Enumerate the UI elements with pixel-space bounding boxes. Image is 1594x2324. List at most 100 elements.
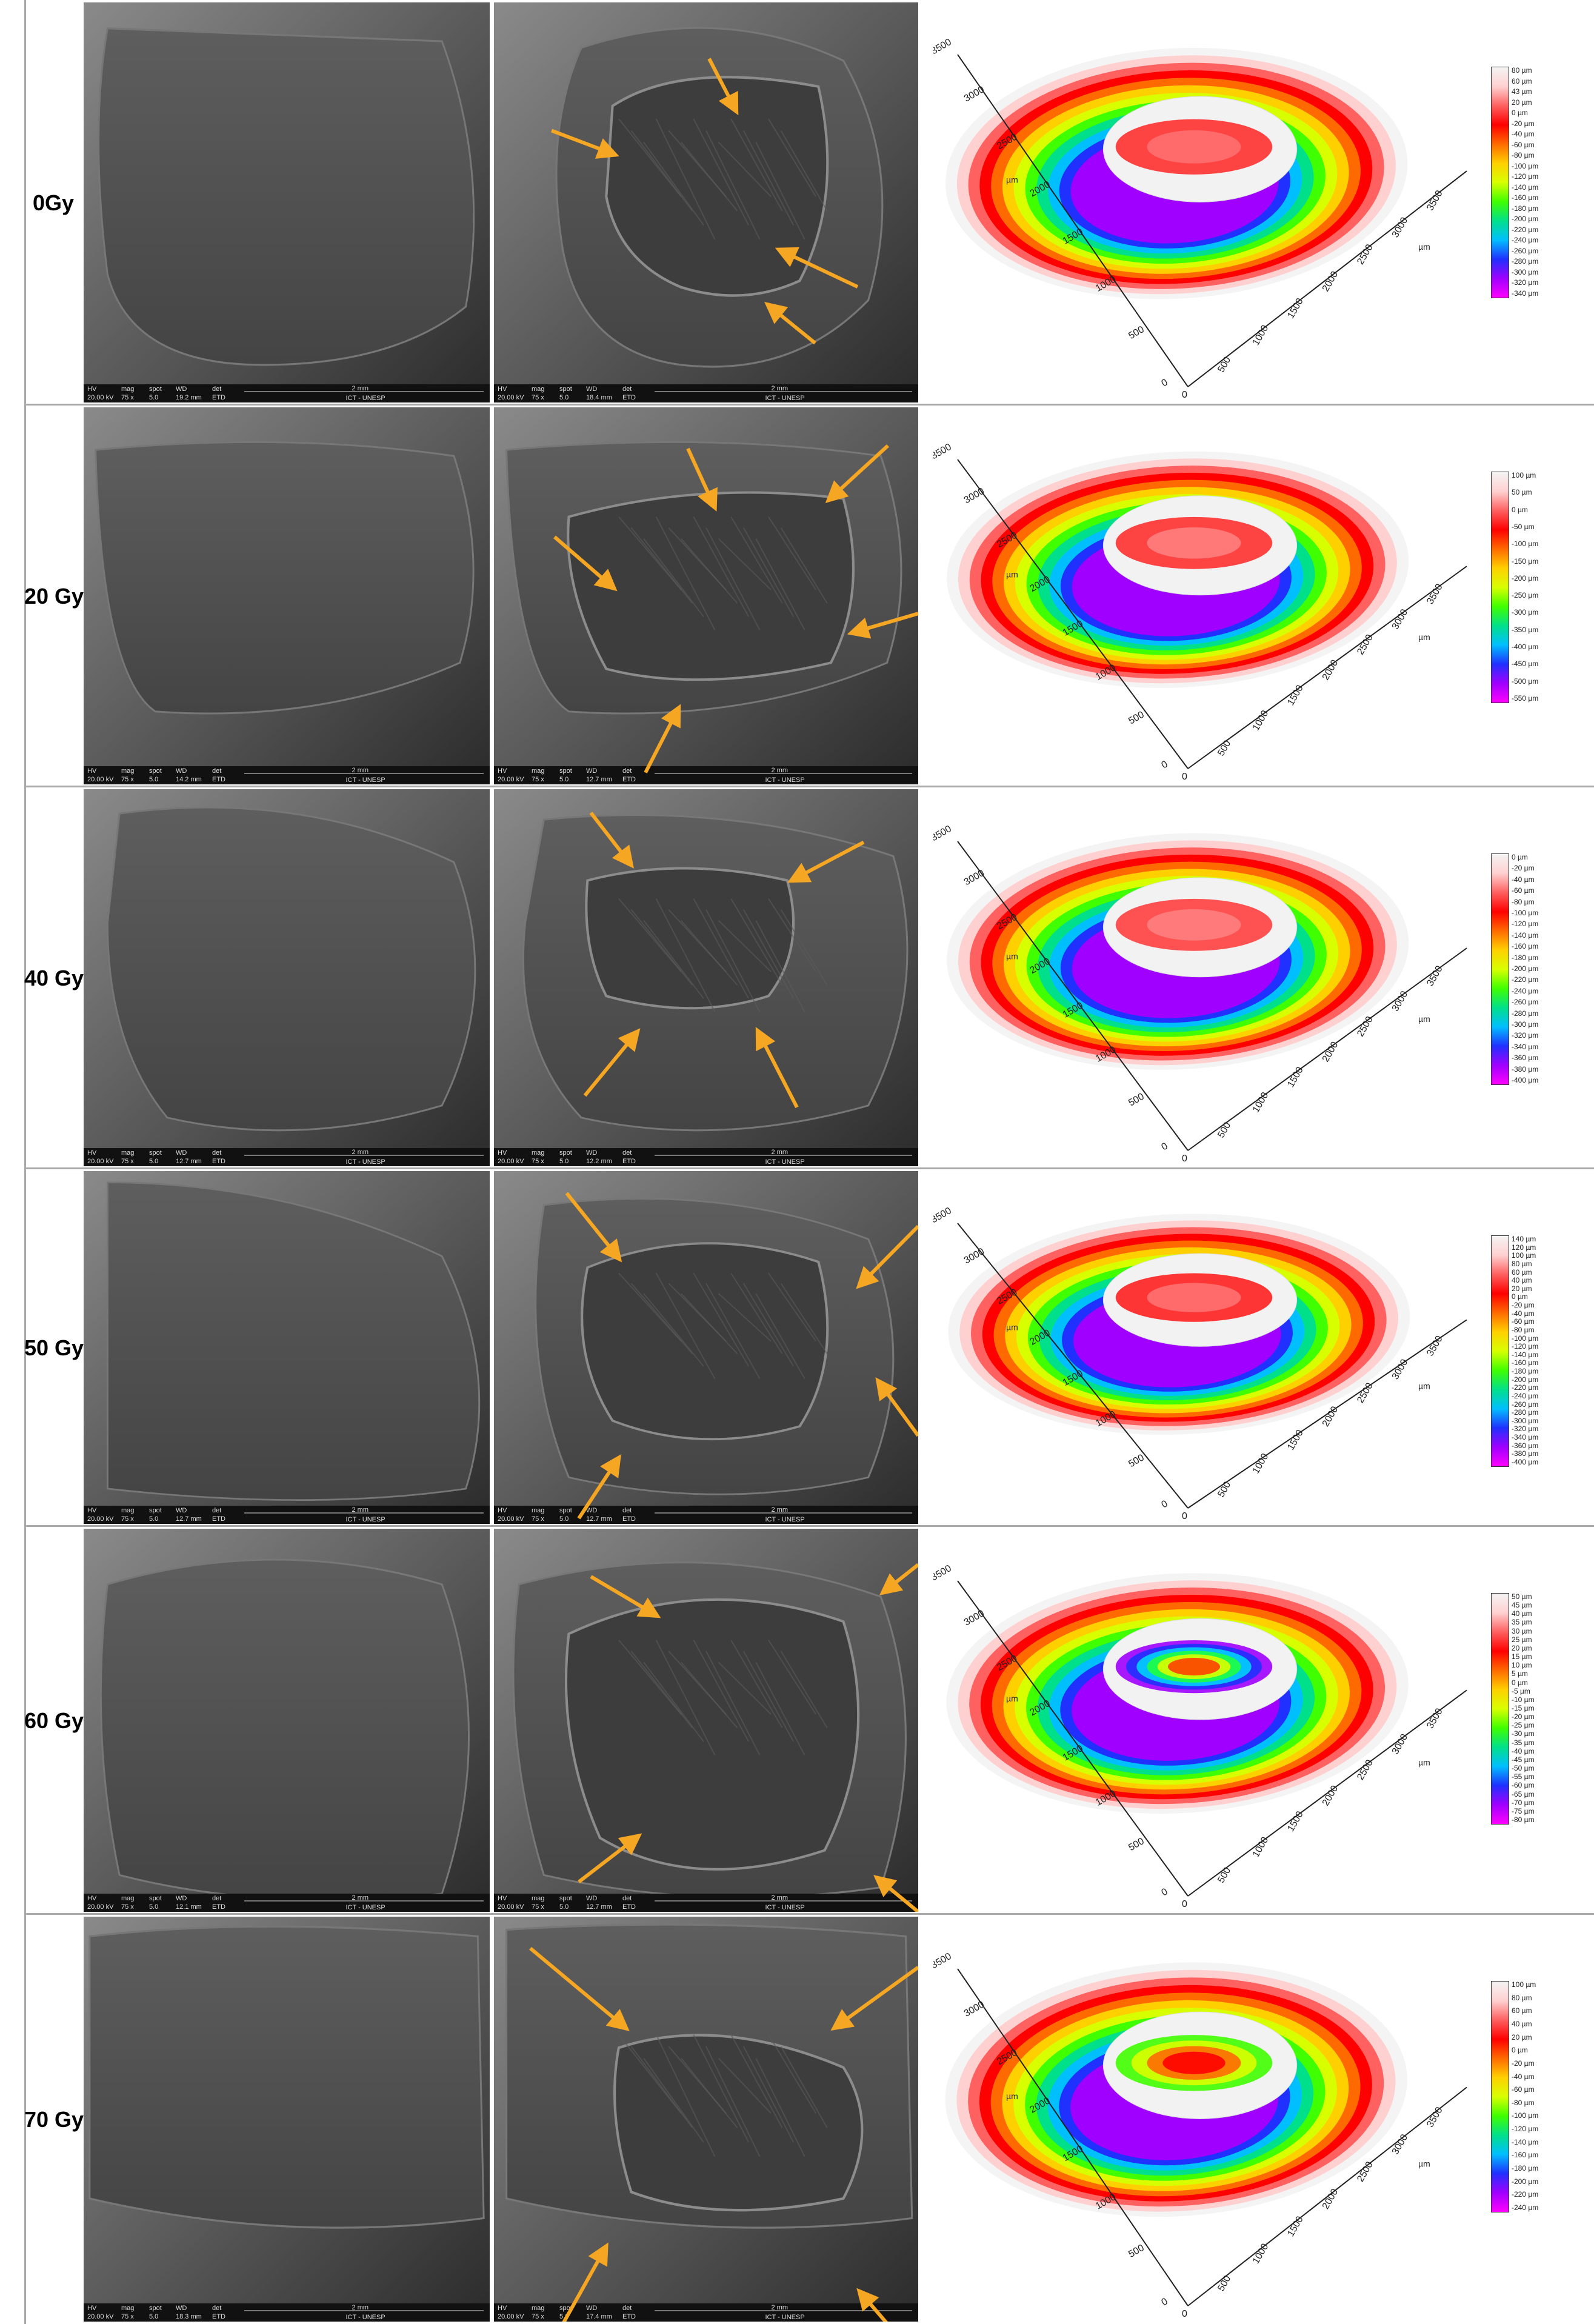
legend-tick-label: -25 µm	[1512, 1721, 1535, 1730]
legend-tick-label: 60 µm	[1512, 1267, 1532, 1277]
topography-3d: 3500300025002000150010005000500100015002…	[933, 824, 1467, 1163]
databar-value: 5.0	[149, 394, 158, 401]
legend-tick-label: 80 µm	[1512, 1993, 1532, 2002]
databar-header: WD	[586, 767, 597, 775]
legend-tick-label: -200 µm	[1512, 573, 1539, 583]
tooth-surface	[88, 1925, 485, 2229]
y-tick-label: 500	[1127, 1452, 1146, 1469]
legend-tick-label: -100 µm	[1512, 539, 1539, 549]
legend-tick-label: 25 µm	[1512, 1635, 1532, 1644]
databar-value: 12.1 mm	[176, 1903, 202, 1911]
databar-header: spot	[559, 767, 572, 775]
wear-arrow	[775, 247, 859, 289]
wear-arrow	[847, 612, 918, 639]
tooth-surface	[106, 1181, 481, 1501]
wear-arrow	[553, 535, 618, 592]
databar-value: 75 x	[532, 776, 544, 783]
wear-arrow	[529, 1946, 630, 2031]
legend-tick-label: -100 µm	[1512, 1334, 1539, 1343]
databar-header: spot	[559, 1149, 572, 1157]
legend-tick-label: -120 µm	[1512, 1342, 1539, 1351]
y-tick-label: 0	[1160, 1886, 1170, 1898]
dose-label: 20 Gy	[24, 584, 84, 609]
legend-tick-label: -60 µm	[1512, 2085, 1535, 2094]
legend-tick-label: 120 µm	[1512, 1243, 1536, 1252]
legend-tick-label: 0 µm	[1512, 2046, 1528, 2055]
databar-value: 75 x	[532, 2313, 544, 2320]
databar-header: mag	[532, 386, 544, 393]
databar-header: mag	[532, 767, 544, 775]
databar-value: 75 x	[121, 1515, 134, 1523]
legend-tick-label: -360 µm	[1512, 1053, 1539, 1063]
wear-arrow	[830, 1966, 918, 2031]
databar-header: mag	[121, 767, 134, 775]
databar-value: 20.00 kV	[87, 1903, 114, 1911]
legend-tick-label: 100 µm	[1512, 1980, 1536, 1989]
legend-color-bar	[1491, 67, 1509, 298]
databar-value: ETD	[212, 394, 225, 401]
y-tick-label: 0	[1160, 377, 1170, 389]
wear-arrow	[562, 2242, 609, 2322]
institution-label: ICT - UNESP	[346, 2314, 385, 2321]
databar-header: HV	[87, 386, 97, 393]
legend-tick-label: -260 µm	[1512, 998, 1539, 1007]
scale-bar-label: 2 mm	[772, 1506, 789, 1514]
databar-header: WD	[176, 767, 187, 775]
crater-region	[1167, 1658, 1221, 1676]
y-tick-label: 500	[1127, 324, 1146, 341]
databar-value: 75 x	[532, 394, 544, 401]
wear-crater	[585, 867, 795, 1010]
databar-value: ETD	[622, 1515, 636, 1523]
databar-header: WD	[176, 2305, 187, 2312]
databar-header: det	[212, 767, 221, 775]
legend-tick-label: -60 µm	[1512, 886, 1535, 895]
databar-header: WD	[176, 1149, 187, 1157]
legend-tick-label: -100 µm	[1512, 2111, 1539, 2120]
axis-unit-label: µm	[1006, 570, 1018, 579]
databar-value: 5.0	[559, 1158, 569, 1165]
legend-tick-label: 5 µm	[1512, 1669, 1528, 1678]
row-separator	[24, 1913, 1594, 1915]
tooth-surface	[98, 27, 475, 366]
databar-header: WD	[176, 1895, 187, 1902]
axis-unit-label: µm	[1418, 2159, 1430, 2169]
axis-unit-label: µm	[1006, 2091, 1018, 2101]
scale-bar-label: 2 mm	[352, 1149, 369, 1156]
legend-tick-label: -160 µm	[1512, 2151, 1539, 2160]
dose-label: 0Gy	[32, 190, 75, 215]
crater-region	[1162, 2051, 1226, 2074]
databar-header: mag	[532, 1507, 544, 1514]
x-tick-label: 500	[1216, 2274, 1233, 2293]
x-tick-label: 500	[1216, 1866, 1233, 1885]
legend-tick-label: -10 µm	[1512, 1695, 1535, 1704]
left-rule	[24, 0, 26, 2324]
legend-tick-label: -140 µm	[1512, 930, 1539, 940]
legend-tick-label: -20 µm	[1512, 2059, 1535, 2068]
wear-arrow	[707, 58, 739, 116]
wear-arrow	[856, 1224, 918, 1289]
legend-tick-label: 43 µm	[1512, 87, 1532, 96]
databar-value: 5.0	[149, 2313, 158, 2320]
wear-arrow	[787, 840, 865, 883]
legend-tick-label: -80 µm	[1512, 2098, 1535, 2107]
databar-header: HV	[87, 1507, 97, 1514]
legend-tick-label: 140 µm	[1512, 1235, 1536, 1243]
legend-tick-label: -40 µm	[1512, 1309, 1535, 1318]
legend-tick-label: -80 µm	[1512, 151, 1535, 160]
y-tick-label: 3500	[933, 1951, 953, 1971]
databar-header: det	[622, 386, 632, 393]
databar-header: det	[622, 767, 632, 775]
y-tick-label: 3000	[962, 1608, 986, 1628]
databar-value: ETD	[212, 1515, 225, 1523]
databar-header: det	[212, 1895, 221, 1902]
databar-value: 18.4 mm	[586, 394, 612, 401]
origin-tick-label: 0	[1182, 2309, 1187, 2318]
legend-tick-label: 0 µm	[1512, 109, 1528, 118]
legend-tick-label: -300 µm	[1512, 1020, 1539, 1029]
